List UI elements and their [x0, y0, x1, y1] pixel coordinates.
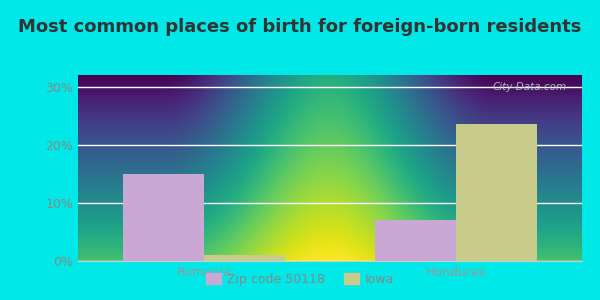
- Bar: [456, 124, 536, 261]
- Text: City-Data.com: City-Data.com: [493, 82, 567, 92]
- Bar: [204, 255, 284, 261]
- Bar: [124, 174, 204, 261]
- Text: Most common places of birth for foreign-born residents: Most common places of birth for foreign-…: [19, 18, 581, 36]
- Bar: [376, 220, 456, 261]
- Legend: Zip code 50118, Iowa: Zip code 50118, Iowa: [201, 268, 399, 291]
